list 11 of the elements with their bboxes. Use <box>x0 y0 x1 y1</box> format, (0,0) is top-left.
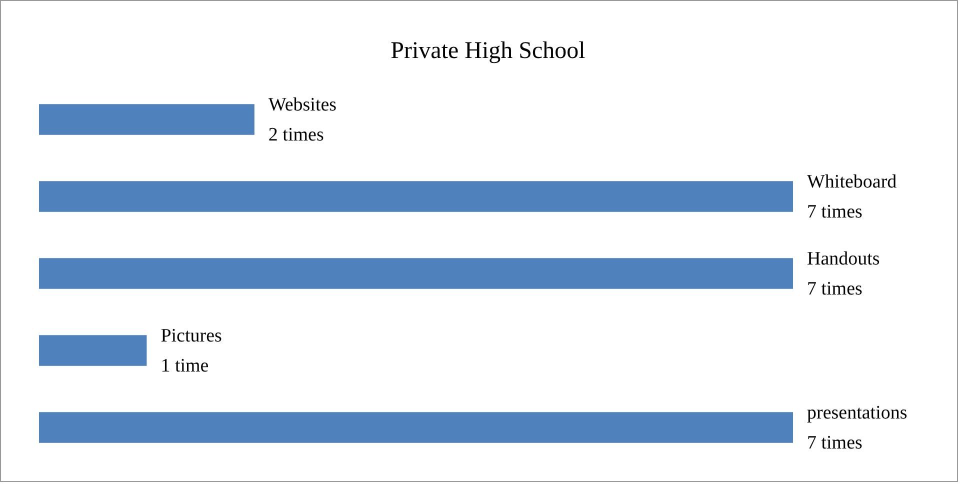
chart-title: Private High School <box>390 38 586 64</box>
data-label: 2 times <box>268 124 324 146</box>
data-label: 7 times <box>807 278 862 300</box>
y-tick-label: Handouts <box>807 248 880 270</box>
y-tick-label: presentations <box>807 402 908 424</box>
data-label: 1 time <box>160 356 209 376</box>
data-label: 7 times <box>807 202 862 222</box>
data-label: 7 times <box>807 432 862 454</box>
y-tick-label: Whiteboard <box>807 172 898 192</box>
y-tick-label: Websites <box>268 94 337 116</box>
y-tick-label: Pictures <box>160 326 222 346</box>
